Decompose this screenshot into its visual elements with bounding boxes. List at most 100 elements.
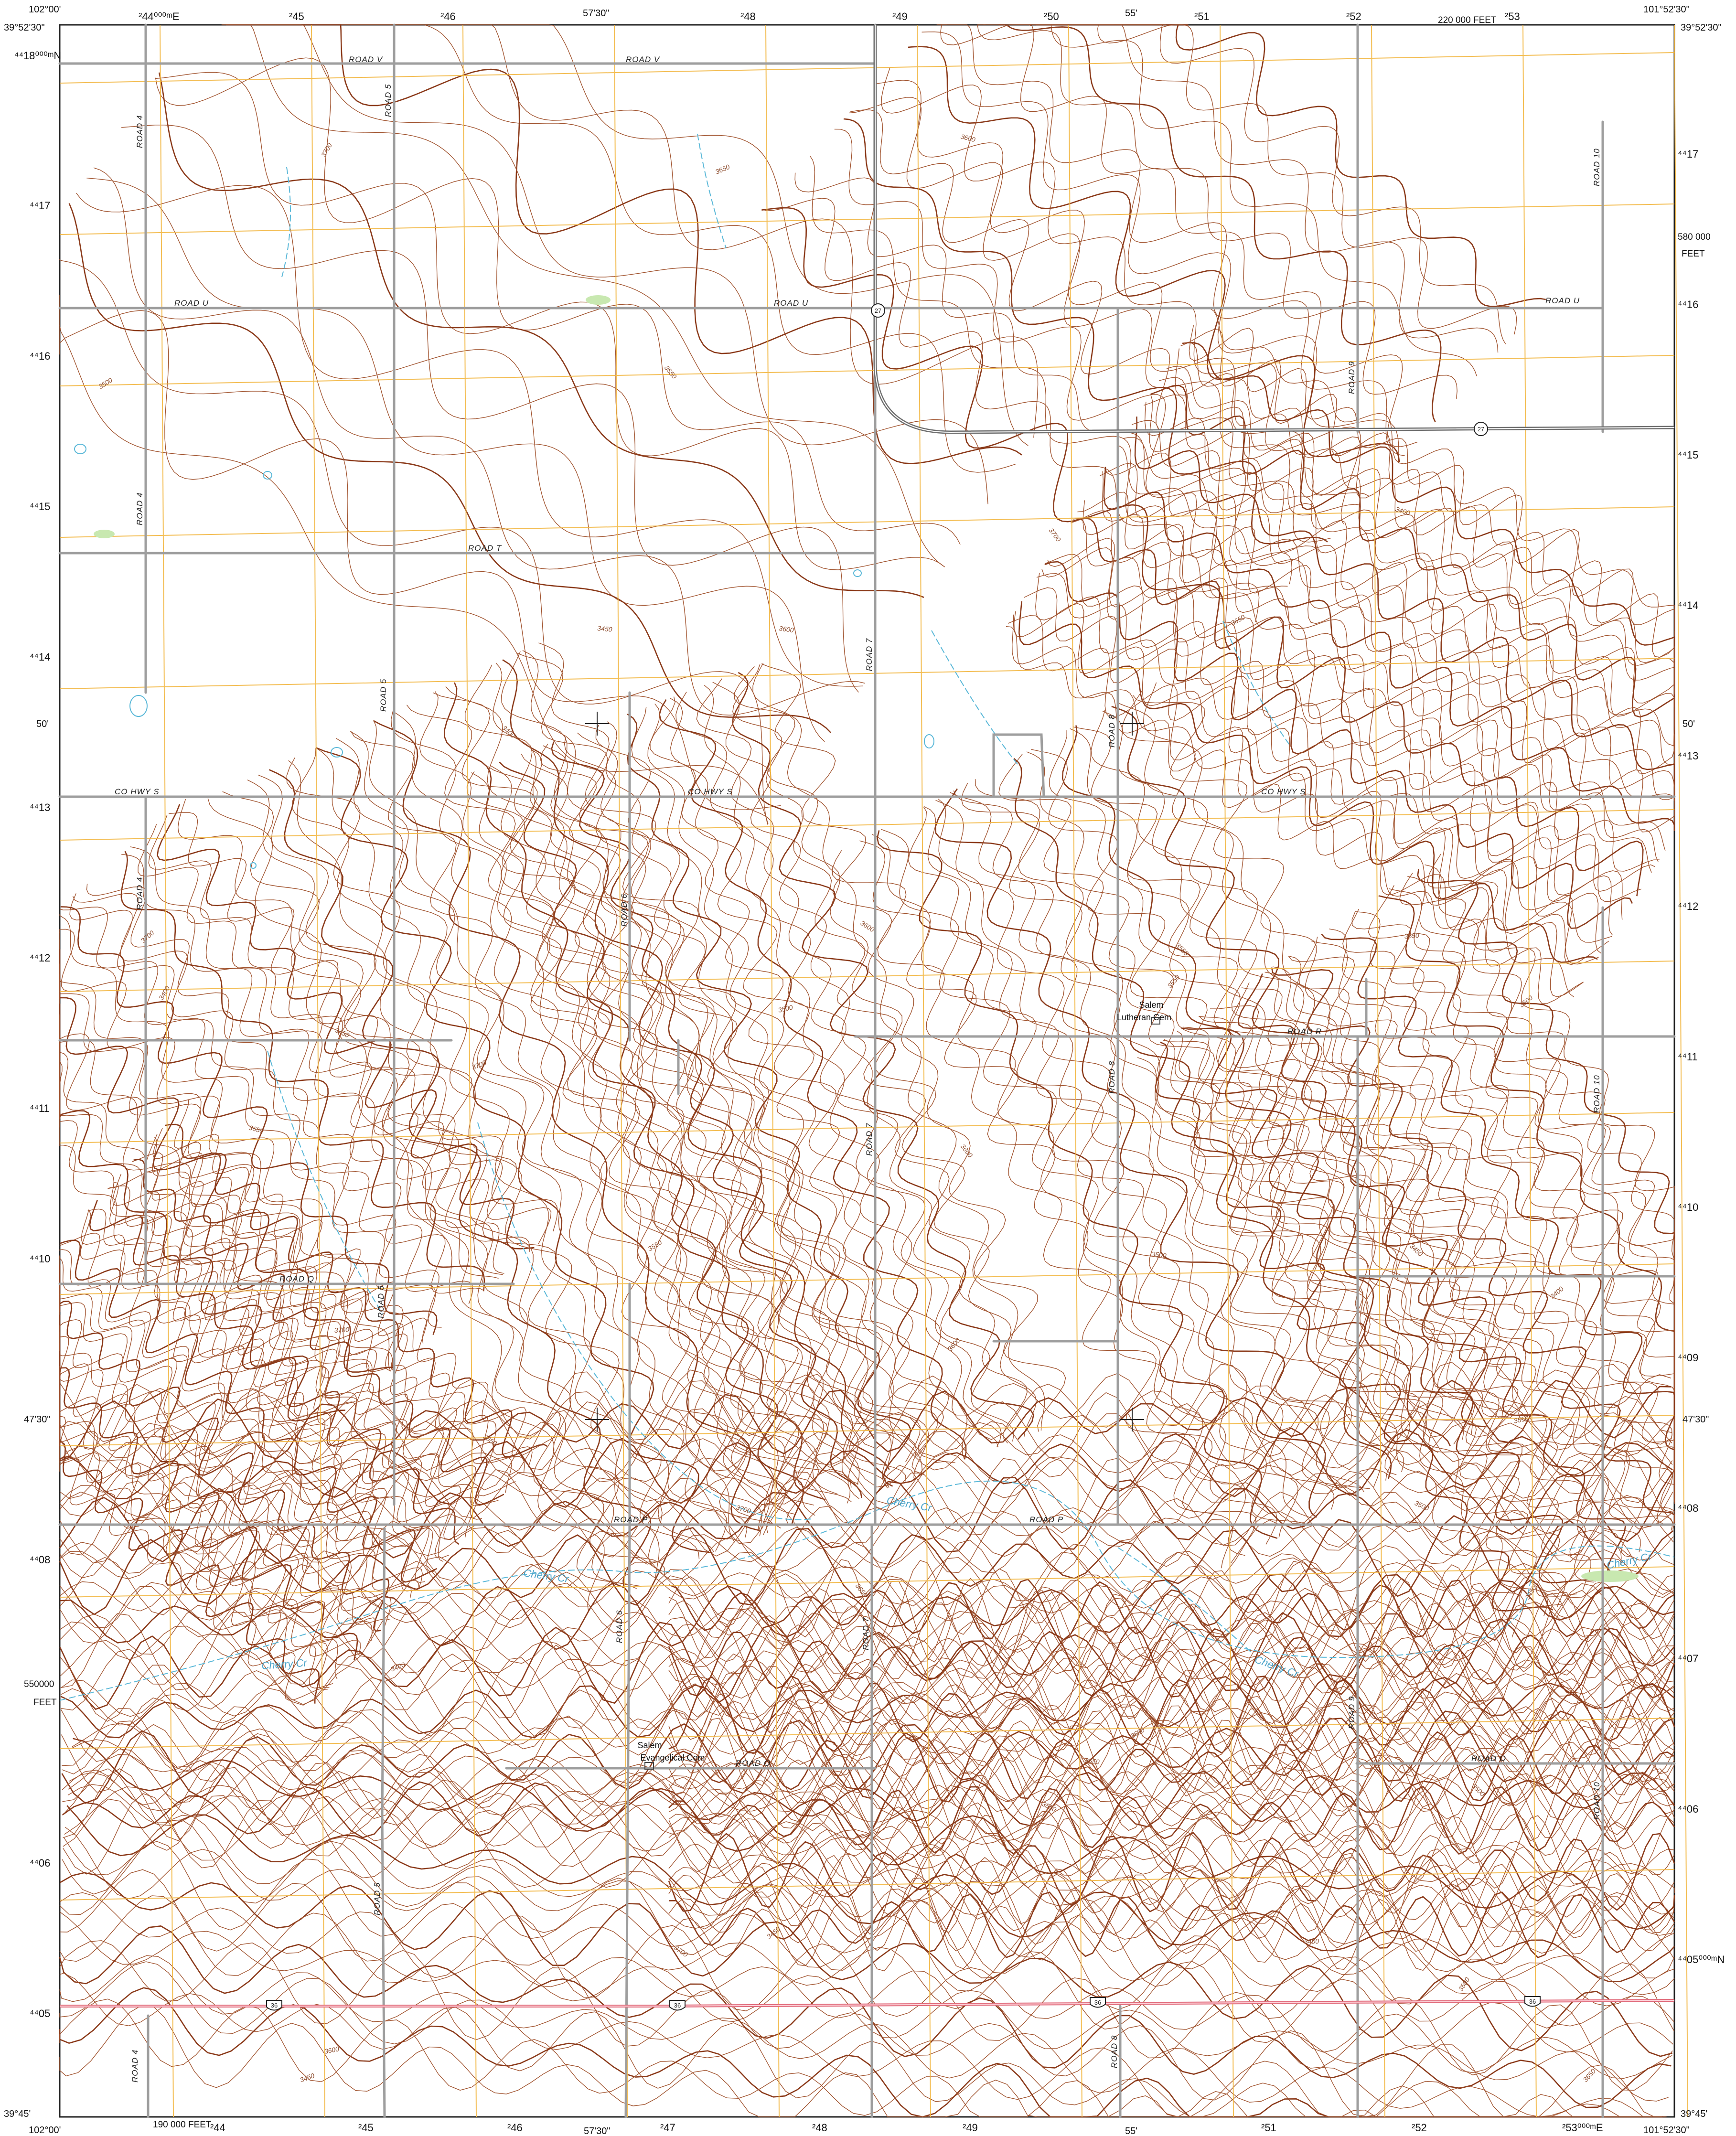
left-northing-label: ⁴⁴10 (30, 1253, 50, 1265)
contour (516, 652, 921, 1463)
road-4-label: ROAD 4 (135, 492, 144, 525)
contour (59, 1940, 1666, 2117)
contour (63, 1747, 1675, 1841)
contour (177, 799, 558, 1232)
road-v-label: ROAD V (626, 55, 660, 64)
index-contour (1018, 601, 1598, 963)
contour (59, 1961, 1664, 2117)
contour (668, 1577, 1675, 1663)
contour (1210, 1005, 1623, 1564)
contour (1272, 966, 1673, 1531)
road-9-label: ROAD 9 (1347, 361, 1356, 394)
svg-text:27: 27 (875, 307, 881, 314)
left-feet-label: 550000 (24, 1679, 54, 1689)
road-u-label: ROAD U (1545, 296, 1580, 305)
utm-grid-line-vertical (917, 24, 931, 2117)
elevation-label: 3600 (779, 624, 794, 634)
left-northing-label: ⁴⁴05 (30, 2008, 50, 2019)
contour (221, 24, 945, 567)
elevation-label: 3400 (1304, 1937, 1319, 1945)
contour (59, 1366, 330, 1701)
cemetery-symbol (644, 1762, 654, 1770)
road-p-label: ROAD P (614, 1515, 648, 1524)
right-northing-label: ⁴⁴06 (1678, 1803, 1698, 1815)
right-northing-label: ⁴⁴13 (1678, 750, 1698, 762)
contour (1144, 394, 1675, 756)
contour (871, 833, 1246, 1556)
contour (1159, 377, 1675, 739)
index-contour (59, 1515, 1674, 1615)
contour-lines (59, 24, 1675, 2118)
bottom-easting-label: ²53⁰⁰⁰ᵐE (1562, 2122, 1603, 2134)
contour (595, 725, 894, 1489)
contour (668, 1846, 1675, 1920)
contour (93, 167, 865, 716)
contour (696, 678, 1002, 1448)
contour (391, 711, 779, 1525)
bottom-easting-label: ²46 (507, 2122, 523, 2134)
utm-grid-line-horizontal (59, 355, 1675, 386)
contour (59, 1391, 1672, 1471)
contour (668, 1878, 1675, 1952)
road-8-label: ROAD 8 (1107, 1061, 1116, 1094)
contour (64, 1826, 1675, 2032)
corner-lon-label: 101°52'30" (1643, 4, 1690, 15)
bottom-easting-label: ²52 (1412, 2122, 1427, 2134)
right-northing-label: ⁴⁴15 (1678, 449, 1698, 461)
contour (72, 1739, 1675, 1915)
contour (490, 765, 786, 1535)
right-northing-label: ⁴⁴05⁰⁰⁰ᵐN (1678, 1954, 1725, 1965)
elevation-label: 3550 (1084, 1756, 1100, 1766)
contour (1189, 325, 1675, 685)
index-contour (1044, 561, 1633, 929)
contour (1199, 1016, 1591, 1590)
contour (59, 1358, 1672, 1442)
stream (477, 1122, 813, 1520)
contour (1035, 573, 1612, 943)
utm-grid-line-horizontal (59, 1415, 1675, 1446)
contour (668, 1802, 1675, 1858)
contour (59, 1283, 391, 1625)
corner-lat-label: 39°45' (4, 2109, 31, 2119)
contour (935, 800, 1335, 1510)
road-10-label: ROAD 10 (1592, 1782, 1601, 1820)
contour (668, 1759, 1675, 1817)
contour (1288, 956, 1675, 1513)
index-contour (444, 682, 826, 1500)
contour (59, 1588, 1675, 1672)
elevation-label: 3500 (1151, 1250, 1167, 1259)
index-contour (843, 118, 1328, 545)
contour (1073, 726, 1475, 1445)
top-easting-label: ²46 (440, 11, 456, 22)
index-contour (668, 1731, 1675, 1803)
contour (152, 1137, 512, 1493)
contour (543, 745, 852, 1502)
contour (1355, 911, 1675, 1498)
index-contour (668, 1578, 1675, 1641)
elevation-label: 3500 (777, 1003, 793, 1014)
contour (59, 295, 769, 824)
index-contour (66, 1805, 1675, 1983)
left-northing-label: ⁴⁴14 (30, 651, 50, 663)
right-minute-label: 47'30" (1682, 1414, 1709, 1425)
index-contour (62, 1771, 1675, 1838)
utm-grid-line-vertical (1068, 24, 1082, 2117)
index-contour (61, 1710, 1675, 1804)
contour (62, 1741, 1675, 1826)
contour (1102, 711, 1503, 1419)
contour (732, 664, 1028, 1443)
road-7-label: ROAD 7 (865, 638, 874, 671)
contour (1082, 500, 1652, 873)
index-contour (1271, 967, 1675, 1523)
contour (668, 1645, 1675, 1721)
right-northing-label: ⁴⁴14 (1678, 599, 1698, 611)
utm-grid-line-vertical (1674, 24, 1688, 2117)
road-8-label: ROAD 8 (1107, 715, 1116, 748)
contour (64, 1815, 1675, 1995)
top-easting-label: ²51 (1194, 11, 1210, 22)
right-northing-label: ⁴⁴08 (1678, 1502, 1698, 1514)
contour (998, 754, 1404, 1473)
contour (59, 1453, 1673, 1524)
contour (668, 1704, 1675, 1789)
contour (60, 1634, 1675, 1722)
